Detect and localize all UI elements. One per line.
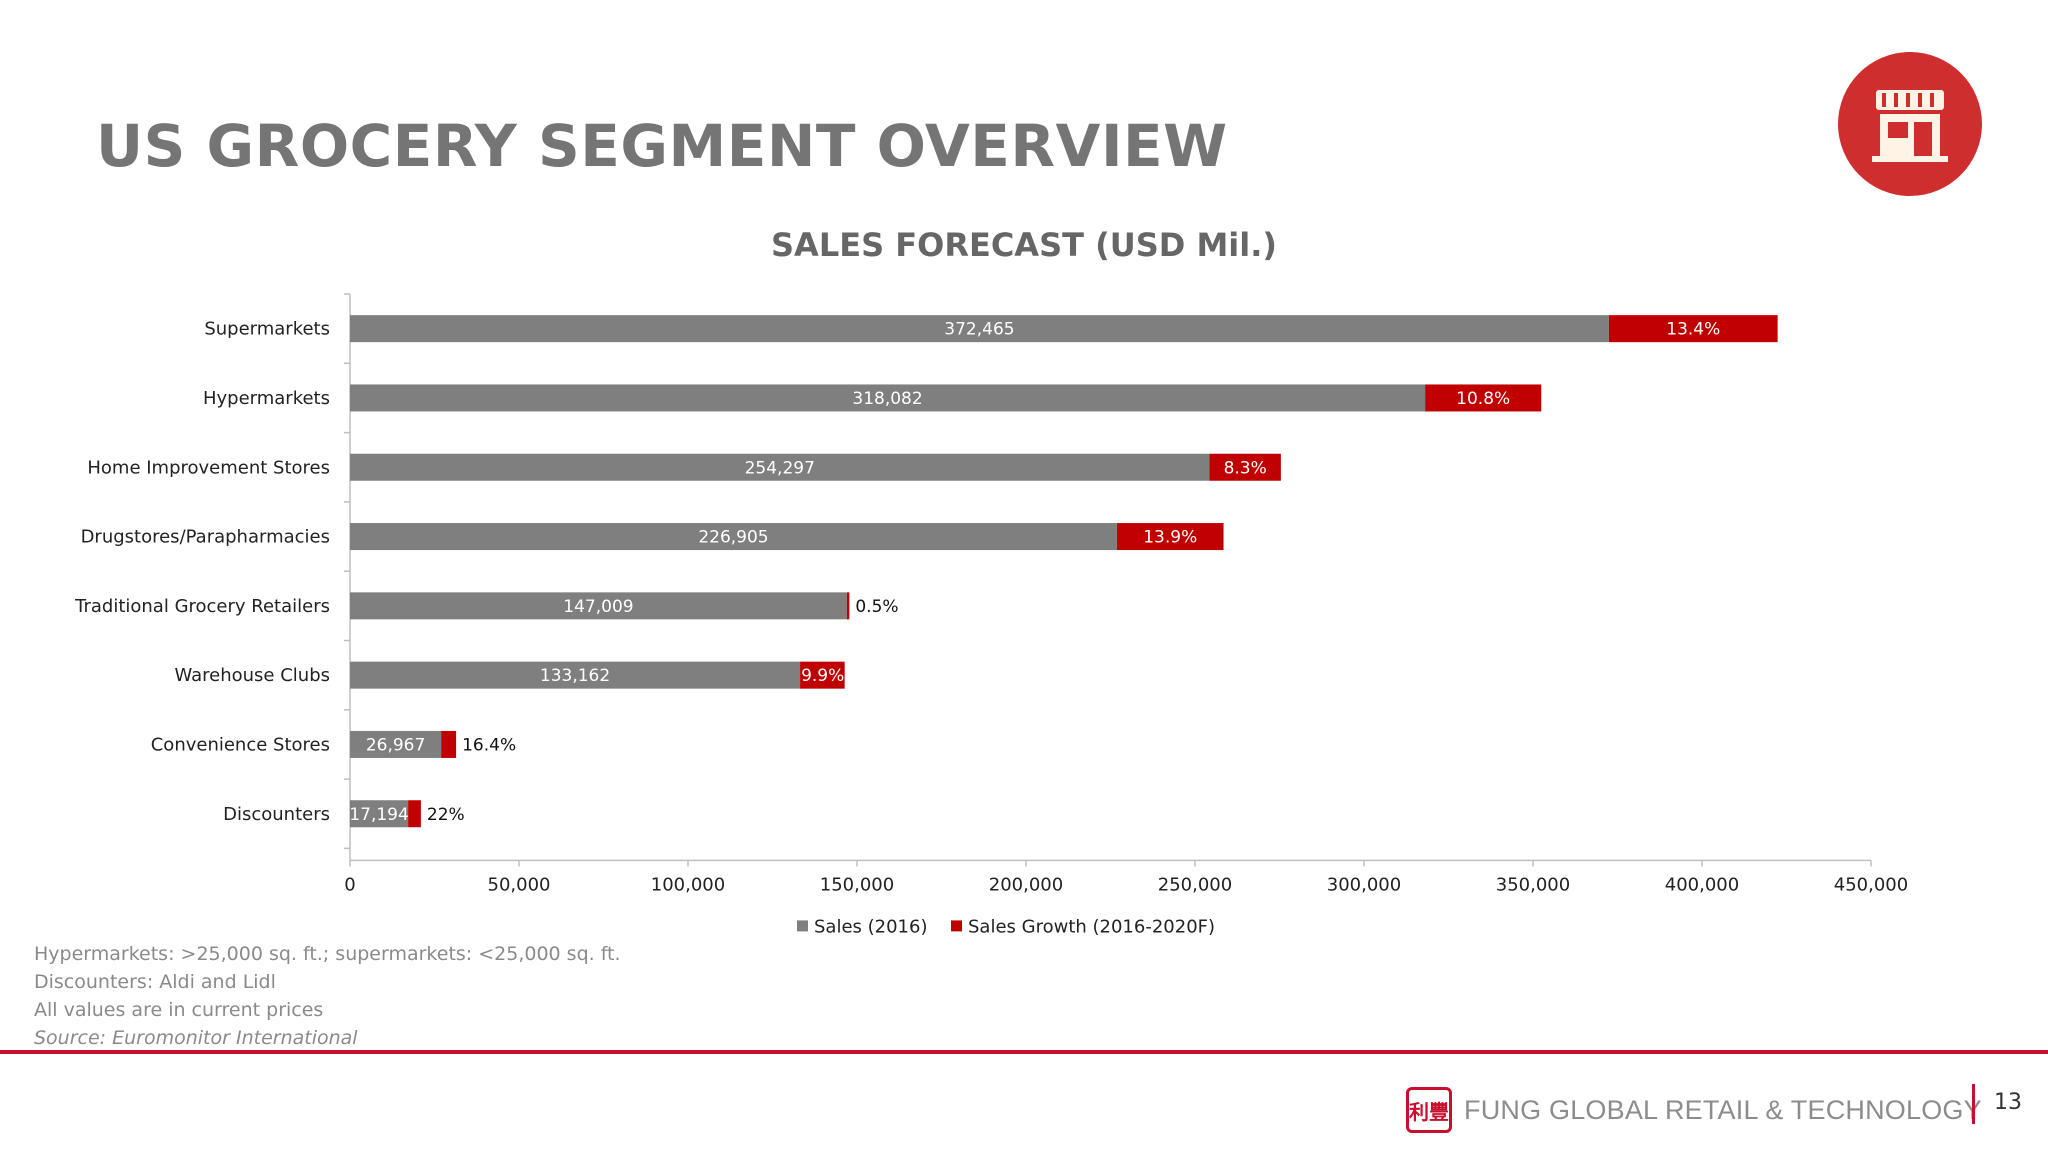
x-tick-label: 300,000 (1327, 874, 1401, 895)
legend-label: Sales Growth (2016-2020F) (968, 916, 1215, 937)
sales-bar (350, 730, 442, 758)
growth-bar (408, 800, 421, 828)
chart-axes: 0 50,000 100,000 150,000 200,000 250,000 300,0… (344, 293, 1908, 895)
sales-value-label: 318,082 (852, 389, 922, 409)
x-tick-label: 50,000 (488, 874, 551, 895)
growth-value-label: 0.5% (855, 597, 898, 617)
x-tick-label: 0 (344, 874, 355, 895)
sales-value-label: 147,009 (563, 597, 633, 617)
store-icon (1838, 52, 1982, 196)
chart-legend: Sales (2016) Sales Growth (2016-2020F) (797, 916, 1215, 937)
note-prices: All values are in current prices (34, 999, 324, 1021)
company-logo: 利豐 FUNG GLOBAL RETAIL & TECHNOLOGY (1406, 1086, 1982, 1134)
growth-bar (1425, 384, 1542, 412)
footer-divider (1972, 1084, 1975, 1124)
chart-title: SALES FORECAST (USD Mil.) (771, 226, 1277, 264)
x-tick-label: 100,000 (651, 874, 725, 895)
sales-bar (350, 523, 1117, 551)
sales-value-label: 17,194 (349, 805, 408, 825)
note-size-definitions: Hypermarkets: >25,000 sq. ft.; supermark… (34, 943, 621, 965)
sales-value-label: 133,162 (540, 666, 610, 686)
sales-value-label: 26,967 (366, 735, 425, 755)
growth-value-label: 13.4% (1666, 320, 1720, 340)
x-tick-label: 350,000 (1496, 874, 1570, 895)
x-tick-label: 200,000 (989, 874, 1063, 895)
note-discounters: Discounters: Aldi and Lidl (34, 971, 276, 993)
logo-text: FUNG GLOBAL RETAIL & TECHNOLOGY (1464, 1094, 1982, 1125)
category-label: Supermarkets (204, 319, 330, 340)
x-tick-label: 450,000 (1834, 874, 1908, 895)
growth-value-label: 13.9% (1143, 528, 1197, 548)
sales-value-label: 372,465 (944, 320, 1014, 340)
logo-mark: 利豐 (1406, 1087, 1452, 1133)
store-icon-graphic (1872, 90, 1948, 162)
note-source: Source: Euromonitor International (34, 1027, 358, 1049)
growth-value-label: 22% (427, 805, 465, 825)
category-label: Convenience Stores (151, 734, 330, 755)
category-label: Traditional Grocery Retailers (74, 596, 330, 617)
sales-bar (350, 384, 1426, 412)
page-number: 13 (1994, 1090, 2022, 1115)
footer-rule (0, 1050, 2048, 1054)
x-tick-label: 150,000 (820, 874, 894, 895)
growth-value-label: 8.3% (1224, 458, 1267, 478)
growth-bar (846, 592, 850, 620)
category-label: Drugstores/Parapharmacies (81, 527, 330, 548)
category-label: Home Improvement Stores (87, 457, 330, 478)
growth-bar (1608, 315, 1778, 343)
page-title: US GROCERY SEGMENT OVERVIEW (96, 112, 1228, 180)
growth-bar (800, 661, 845, 689)
x-tick-label: 400,000 (1665, 874, 1739, 895)
sales-bar (350, 661, 801, 689)
sales-bar (350, 592, 847, 620)
sales-forecast-chart: SALES FORECAST (USD Mil.) 0 50,000 100,000… (74, 226, 1908, 937)
category-label: Warehouse Clubs (174, 665, 330, 686)
sales-value-label: 226,905 (698, 528, 768, 548)
chart-bars: Supermarkets 372,465 13.4% Hypermarkets 318,… (74, 315, 1778, 828)
growth-bar (1209, 453, 1281, 481)
sales-value-label: 254,297 (745, 458, 815, 478)
sales-bar (350, 453, 1210, 481)
category-label: Hypermarkets (203, 388, 330, 409)
sales-bar (350, 315, 1609, 343)
growth-value-label: 9.9% (801, 666, 844, 686)
x-tick-label: 250,000 (1158, 874, 1232, 895)
footnotes: Hypermarkets: >25,000 sq. ft.; supermark… (34, 940, 621, 1052)
category-label: Discounters (223, 804, 330, 825)
growth-bar (1116, 523, 1224, 551)
legend-swatch (797, 920, 808, 932)
legend-label: Sales (2016) (814, 916, 927, 937)
growth-value-label: 16.4% (462, 735, 516, 755)
legend-swatch (951, 920, 962, 932)
sales-bar (350, 800, 409, 828)
growth-bar (441, 730, 457, 758)
growth-value-label: 10.8% (1456, 389, 1510, 409)
